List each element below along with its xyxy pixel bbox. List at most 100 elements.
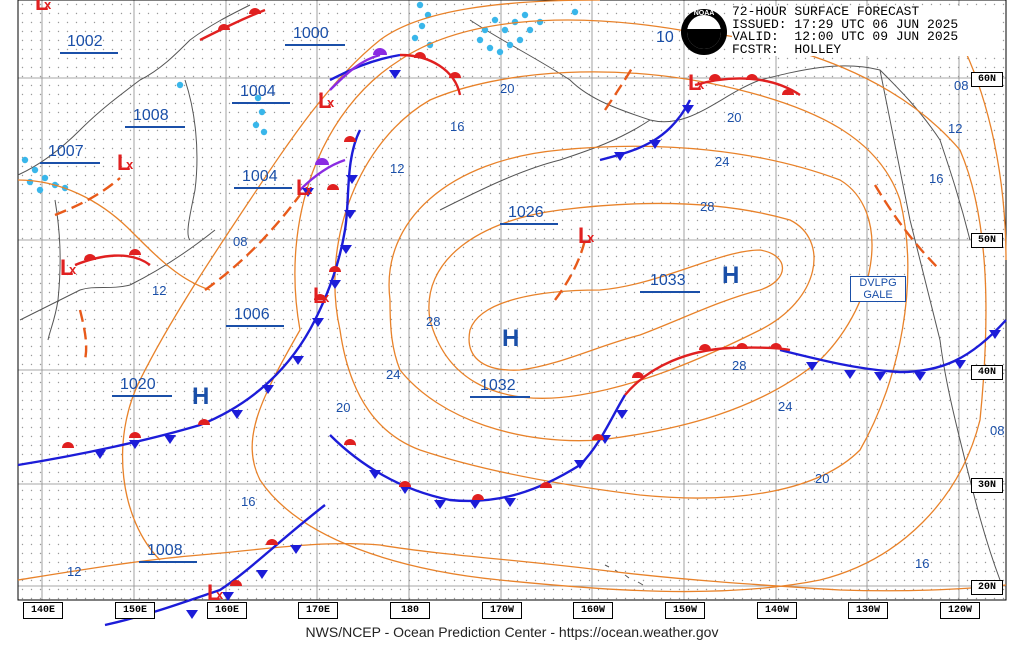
low-center-x: x xyxy=(587,230,595,245)
isobar-1033 xyxy=(468,249,784,371)
ice-dot xyxy=(41,174,49,182)
isobar-value-label: 20 xyxy=(727,110,741,125)
isobar-value-label: 20 xyxy=(500,81,514,96)
warm-front-semicircle xyxy=(414,52,426,58)
warm-front-semicircle xyxy=(699,344,711,350)
low-center-symbol: L xyxy=(313,283,326,308)
cold-front-triangle xyxy=(399,485,411,494)
cold-front-triangle xyxy=(302,188,314,197)
warm-front-semicircle xyxy=(266,539,278,545)
ice-dot xyxy=(571,8,579,16)
footer-credit: NWS/NCEP - Ocean Prediction Center - htt… xyxy=(305,624,719,640)
cold-front-triangle xyxy=(94,450,106,459)
isobar-value-label: 12 xyxy=(67,564,81,579)
warm-front-semicircle xyxy=(329,266,341,272)
warm-front-semicircle xyxy=(344,439,356,445)
isobar-1012 xyxy=(121,0,601,561)
isobar-value-label: 08 xyxy=(954,78,968,93)
ice-dot xyxy=(481,26,489,34)
ice-dot xyxy=(176,81,184,89)
isobar-value-label: 16 xyxy=(450,119,464,134)
lon-label-130w: 130W xyxy=(848,602,888,619)
kuril-chain xyxy=(129,229,216,286)
trough-2 xyxy=(554,239,587,301)
hawaii-islands xyxy=(604,564,644,586)
low-center-symbol: L xyxy=(296,175,309,200)
cold-front-triangle xyxy=(129,440,141,449)
cold-front-triangle xyxy=(954,360,966,369)
kamchatka-coast xyxy=(184,79,198,241)
ice-dot xyxy=(252,121,260,129)
isobar-value-label: 16 xyxy=(915,556,929,571)
ice-dot xyxy=(476,36,484,44)
cold-front-triangle xyxy=(989,330,1001,339)
low-center-symbol: L xyxy=(60,255,73,280)
header-valid: VALID: 12:00 UTC 09 JUN 2025 xyxy=(732,29,959,44)
warning-line-2: GALE xyxy=(863,289,893,301)
us-west-coast xyxy=(939,339,1001,581)
pressure-value-1026: 1026 xyxy=(508,204,544,221)
map-frame xyxy=(17,0,1007,601)
lon-label-170w: 170W xyxy=(482,602,522,619)
cold-front-triangle xyxy=(292,356,304,365)
troughs xyxy=(54,67,941,361)
header-title: 72-HOUR SURFACE FORECAST xyxy=(732,4,920,19)
occluded-front xyxy=(329,53,381,91)
cold-front-triangle xyxy=(231,410,243,419)
pressure-value-1004-a: 1004 xyxy=(240,83,276,100)
sea-ice-dots xyxy=(21,1,579,194)
occluded-front-semicircle xyxy=(315,158,329,165)
high-center-1020-symbol: H xyxy=(192,383,209,410)
isobar-1016 xyxy=(251,19,987,593)
isobar-value-label: 16 xyxy=(241,494,255,509)
ice-dot xyxy=(254,94,262,102)
front-symbols xyxy=(62,8,1001,619)
warm-front-semicircle xyxy=(198,419,210,425)
trough-6 xyxy=(78,309,88,361)
lon-label-160w: 160W xyxy=(573,602,613,619)
pressure-value-1000: 1000 xyxy=(293,25,329,42)
pressure-centers: H H H 1033 1032 1020 1002 1000 1004 1008… xyxy=(40,25,739,563)
cold-front-triangle xyxy=(682,105,694,114)
warm-front-semicircle xyxy=(746,74,758,80)
cold-front-triangle xyxy=(186,610,198,619)
warm-front-semicircle xyxy=(736,343,748,349)
warm-front-semicircle xyxy=(632,372,644,378)
isobar-value-label: 08 xyxy=(990,423,1004,438)
cold-front-triangle xyxy=(504,498,516,507)
isobar-1008-west xyxy=(17,179,211,291)
warm-front-north xyxy=(399,53,462,96)
canada-coast xyxy=(879,69,941,341)
ice-dot xyxy=(496,48,504,56)
ice-dot xyxy=(424,11,432,19)
ice-dot xyxy=(31,166,39,174)
high-center-1033-symbol: H xyxy=(722,262,739,289)
isobar-value-label: 12 xyxy=(948,121,962,136)
noaa-logo: NOAA xyxy=(681,9,727,55)
warm-front-semicircle xyxy=(84,254,96,260)
pressure-value-1020: 1020 xyxy=(120,376,156,393)
cold-front-triangle xyxy=(649,140,661,149)
pressure-value-1004-b: 1004 xyxy=(242,168,278,185)
warm-front-semicircle xyxy=(314,294,326,300)
header-issued: ISSUED: 17:29 UTC 06 JUN 2025 xyxy=(732,16,959,32)
warm-front-semicircle xyxy=(218,24,230,30)
warm-front-semicircle xyxy=(399,481,411,487)
pressure-value-10: 10 xyxy=(656,29,674,46)
pressure-value-1008-b: 1008 xyxy=(147,542,183,559)
warm-front-semicircle xyxy=(709,74,721,80)
ice-dot xyxy=(501,26,509,34)
cold-front-triangle xyxy=(844,370,856,379)
warm-front-semicircle xyxy=(472,494,484,500)
warning-line-1: DVLPG xyxy=(859,277,897,289)
isobar-1028 xyxy=(428,202,815,399)
lat-label-50n: 50N xyxy=(971,233,1003,248)
cold-front-triangle xyxy=(806,362,818,371)
ice-dot xyxy=(36,186,44,194)
lat-label-20n: 20N xyxy=(971,580,1003,595)
cold-front-triangle xyxy=(256,570,268,579)
cold-front-triangle xyxy=(329,280,341,289)
isobar-value-label: 28 xyxy=(732,358,746,373)
isobar-value-label: 16 xyxy=(929,171,943,186)
